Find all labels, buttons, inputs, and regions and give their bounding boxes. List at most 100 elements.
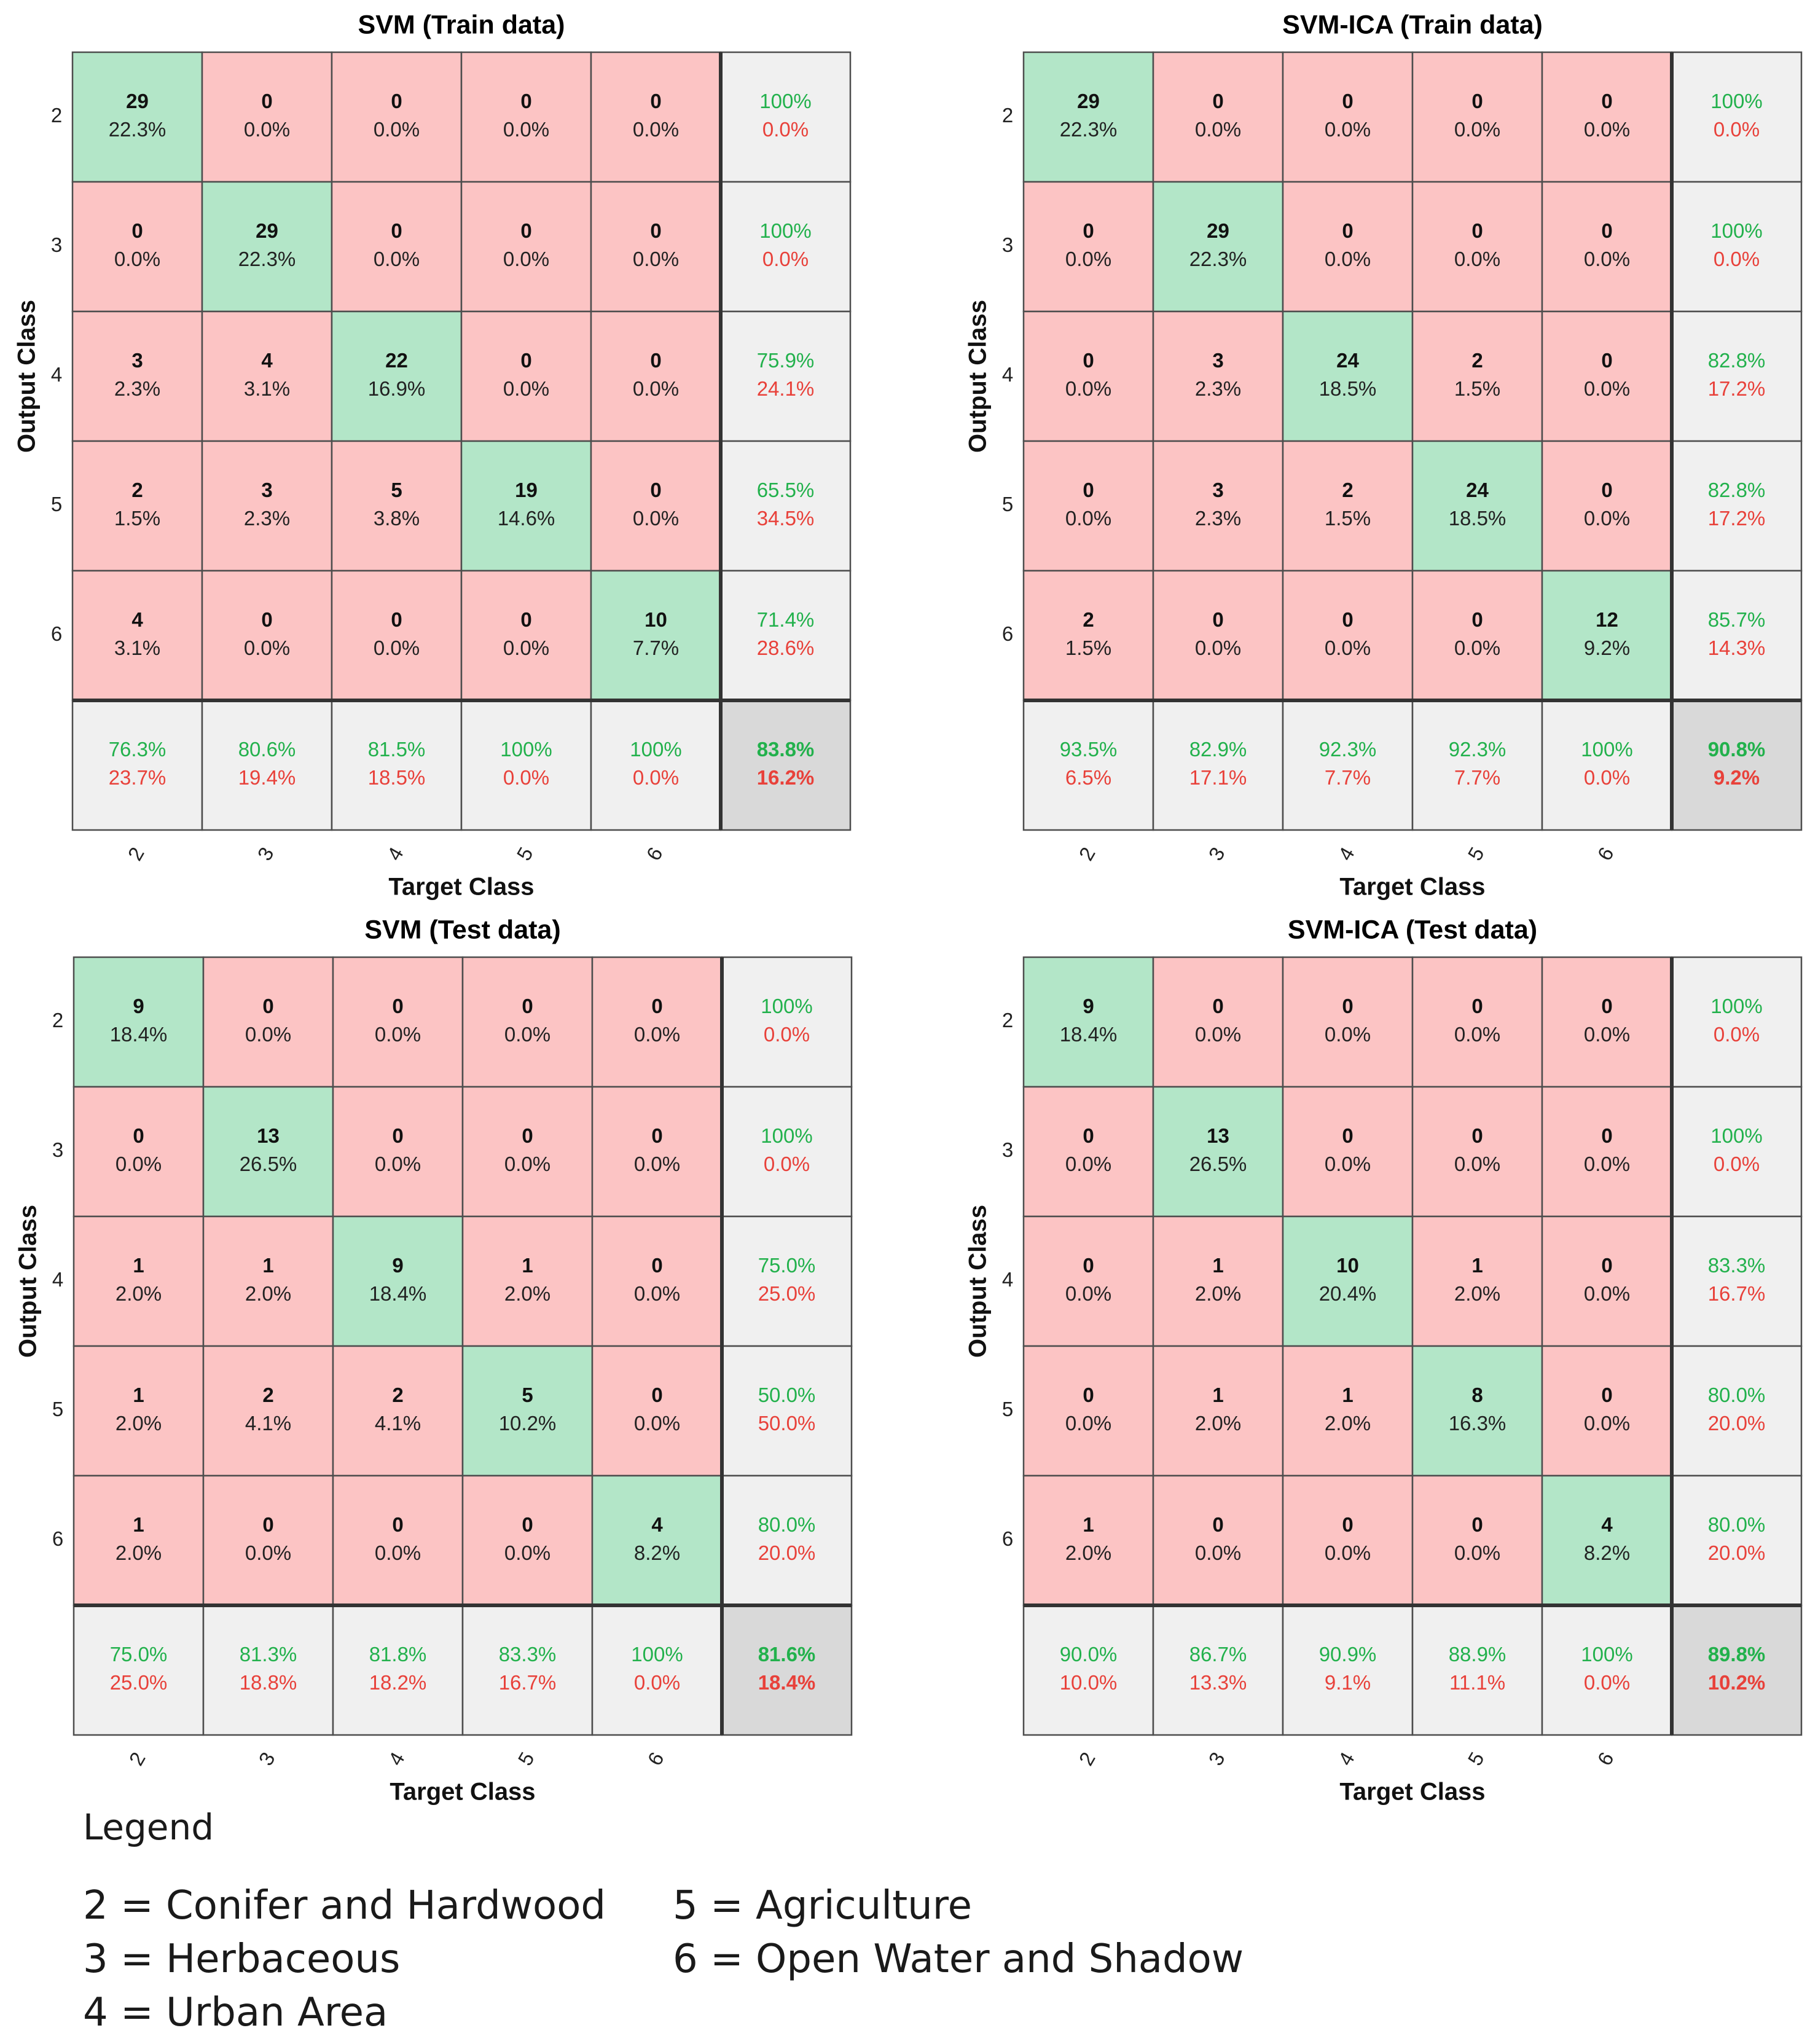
- cell-count: 0: [1601, 349, 1612, 372]
- col-recall: 90.0%: [1060, 1643, 1118, 1666]
- row-precision: 100%: [1710, 90, 1762, 112]
- matrix-cell: [1152, 181, 1284, 313]
- row-error: 34.5%: [757, 507, 815, 530]
- matrix-cell: [1022, 181, 1154, 313]
- cell-count: 13: [257, 1124, 280, 1147]
- legend-item-class-3: 3 = Herbaceous: [83, 1936, 401, 1982]
- y-tick-label: 6: [51, 622, 62, 645]
- col-error: 13.3%: [1189, 1671, 1247, 1694]
- cell-percent: 0.0%: [244, 118, 290, 141]
- matrix-cell: [71, 310, 203, 442]
- col-error: 0.0%: [1584, 1671, 1630, 1694]
- matrix-cell: [202, 1474, 334, 1607]
- cell-percent: 0.0%: [116, 1153, 162, 1175]
- matrix-cell: [1671, 181, 1803, 313]
- cell-percent: 22.3%: [238, 248, 296, 270]
- matrix-cell: [460, 51, 592, 183]
- cell-count: 29: [256, 219, 278, 242]
- y-tick-label: 5: [51, 493, 62, 515]
- matrix-cell: [1152, 956, 1284, 1088]
- matrix-cell: [591, 956, 723, 1088]
- cell-count: 0: [131, 219, 143, 242]
- cell-percent: 0.0%: [1454, 1153, 1500, 1175]
- cell-count: 0: [1083, 349, 1094, 372]
- matrix-cell: [1282, 51, 1414, 183]
- cell-percent: 22.3%: [1060, 118, 1118, 141]
- cell-count: 10: [645, 608, 667, 631]
- y-tick-label: 5: [52, 1398, 63, 1420]
- legend-title: Legend: [83, 1806, 214, 1848]
- row-error: 17.2%: [1708, 507, 1766, 530]
- col-error: 7.7%: [1325, 766, 1371, 789]
- matrix-cell: [590, 570, 722, 702]
- y-axis-label: Output Class: [965, 1205, 992, 1358]
- matrix-cell: [331, 440, 463, 572]
- col-recall: 93.5%: [1060, 738, 1118, 761]
- cell-count: 0: [1471, 219, 1483, 242]
- matrix-cell: [71, 51, 203, 183]
- row-error: 17.2%: [1708, 377, 1766, 400]
- matrix-cell: [719, 181, 852, 313]
- matrix-cell: [1541, 570, 1673, 702]
- cell-count: 5: [391, 479, 402, 501]
- overall-error: 18.4%: [758, 1671, 816, 1694]
- matrix-cell: [1282, 1086, 1414, 1218]
- x-tick-label: 5: [1463, 843, 1488, 864]
- x-tick-label: 6: [1593, 1748, 1618, 1769]
- col-recall: 86.7%: [1189, 1643, 1247, 1666]
- cell-count: 0: [1342, 219, 1353, 242]
- cell-percent: 0.0%: [503, 118, 549, 141]
- cell-percent: 0.0%: [374, 636, 420, 659]
- row-error: 0.0%: [1714, 1023, 1760, 1046]
- cell-percent: 0.0%: [633, 248, 679, 270]
- cell-count: 10: [1336, 1254, 1359, 1277]
- col-error: 18.2%: [369, 1671, 427, 1694]
- cell-count: 9: [133, 995, 144, 1017]
- cell-count: 0: [1083, 1254, 1094, 1277]
- cell-count: 0: [651, 1254, 662, 1277]
- y-axis-label: Output Class: [15, 1205, 42, 1358]
- cell-count: 0: [1342, 608, 1353, 631]
- matrix-cell: [590, 181, 722, 313]
- matrix-cell: [1022, 1086, 1154, 1218]
- cell-percent: 0.0%: [634, 1412, 680, 1435]
- cell-count: 2: [262, 1384, 273, 1406]
- col-recall: 90.9%: [1319, 1643, 1377, 1666]
- cell-percent: 0.0%: [1195, 118, 1241, 141]
- col-recall: 92.3%: [1319, 738, 1377, 761]
- matrix-cell: [1671, 699, 1803, 831]
- matrix-cell: [71, 440, 203, 572]
- cell-percent: 0.0%: [245, 1023, 291, 1046]
- cell-count: 0: [1083, 1124, 1094, 1147]
- y-tick-label: 6: [1002, 622, 1013, 645]
- matrix-cell: [1411, 1604, 1543, 1736]
- row-precision: 85.7%: [1708, 608, 1766, 631]
- cell-percent: 18.4%: [369, 1282, 427, 1305]
- cell-count: 0: [1601, 1254, 1612, 1277]
- y-tick-label: 4: [51, 363, 62, 386]
- cell-count: 1: [133, 1384, 144, 1406]
- legend: Legend 2 = Conifer and Hardwood 3 = Herb…: [83, 1806, 1742, 2035]
- y-axis-label: Output Class: [14, 300, 41, 453]
- cell-percent: 0.0%: [503, 636, 549, 659]
- matrix-cell: [1022, 1474, 1154, 1607]
- col-recall: 80.6%: [238, 738, 296, 761]
- row-precision: 100%: [1710, 1124, 1762, 1147]
- cell-count: 0: [650, 219, 661, 242]
- matrix-cell: [1411, 1086, 1543, 1218]
- cell-count: 22: [385, 349, 408, 372]
- cell-count: 0: [522, 1124, 533, 1147]
- cell-count: 0: [1342, 1124, 1353, 1147]
- matrix-cell: [721, 1474, 853, 1607]
- col-error: 25.0%: [110, 1671, 168, 1694]
- x-tick-label: 3: [1204, 1748, 1229, 1769]
- cell-percent: 2.3%: [114, 377, 160, 400]
- cell-count: 1: [1212, 1254, 1223, 1277]
- cell-count: 0: [651, 995, 662, 1017]
- matrix-cell: [719, 440, 852, 572]
- cell-count: 2: [131, 479, 143, 501]
- cell-percent: 1.5%: [1325, 507, 1371, 530]
- cell-percent: 0.0%: [375, 1023, 421, 1046]
- matrix-cell: [331, 699, 463, 831]
- row-error: 0.0%: [762, 248, 809, 270]
